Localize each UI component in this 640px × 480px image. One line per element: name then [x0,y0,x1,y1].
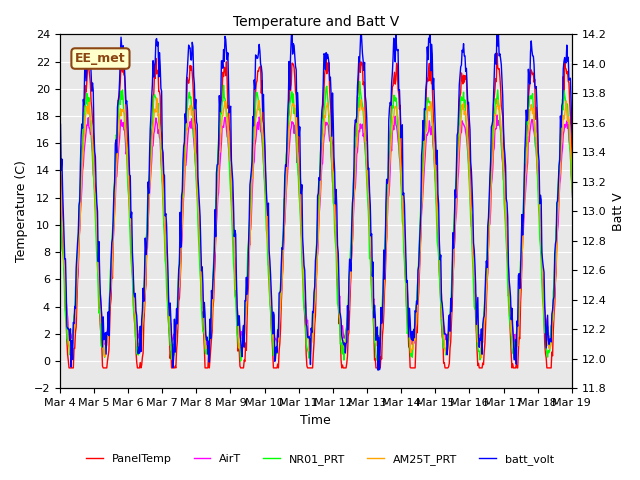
NR01_PRT [237,358,244,364]
AM25T_PRT [221,98,229,104]
AirT [269,315,276,321]
Y-axis label: Batt V: Batt V [612,192,625,231]
AirT [221,114,229,120]
NR01_PRT [421,116,429,122]
NR01_PRT [120,110,128,116]
Line: batt_volt: batt_volt [60,21,606,370]
AirT [120,127,128,133]
batt_volt [220,59,228,64]
Line: AM25T_PRT: AM25T_PRT [60,98,606,359]
PanelTemp [269,348,276,354]
AM25T_PRT [269,332,276,338]
X-axis label: Time: Time [300,414,331,427]
AM25T_PRT [120,108,128,114]
NR01_PRT [269,340,276,346]
NR01_PRT [602,181,610,187]
PanelTemp [221,65,229,71]
AM25T_PRT [272,356,280,362]
batt_volt [374,367,382,373]
AM25T_PRT [153,95,161,101]
batt_volt [268,306,276,312]
PanelTemp [65,365,73,371]
NR01_PRT [390,93,398,98]
AM25T_PRT [56,157,63,163]
AM25T_PRT [248,175,256,180]
AirT [602,183,610,189]
Line: PanelTemp: PanelTemp [60,53,606,368]
AirT [390,127,397,132]
Legend: PanelTemp, AirT, NR01_PRT, AM25T_PRT, batt_volt: PanelTemp, AirT, NR01_PRT, AM25T_PRT, ba… [81,450,559,469]
Title: Temperature and Batt V: Temperature and Batt V [233,15,399,29]
NR01_PRT [220,95,228,100]
PanelTemp [420,131,428,137]
AM25T_PRT [421,139,429,144]
batt_volt [602,126,610,132]
AirT [420,164,428,170]
Text: EE_met: EE_met [75,52,126,65]
NR01_PRT [356,79,364,84]
batt_volt [56,120,63,126]
AirT [205,346,212,351]
NR01_PRT [56,180,63,185]
PanelTemp [493,50,501,56]
batt_volt [493,18,501,24]
batt_volt [390,36,397,41]
AM25T_PRT [390,106,398,111]
batt_volt [120,58,128,64]
Line: AirT: AirT [60,115,606,348]
NR01_PRT [248,157,256,163]
PanelTemp [56,143,63,149]
batt_volt [420,106,428,111]
PanelTemp [390,76,397,82]
AirT [56,179,63,185]
Y-axis label: Temperature (C): Temperature (C) [15,160,28,262]
AirT [248,193,256,199]
Line: NR01_PRT: NR01_PRT [60,82,606,361]
PanelTemp [121,73,129,79]
AM25T_PRT [602,159,610,165]
batt_volt [248,168,255,173]
PanelTemp [602,134,610,140]
PanelTemp [248,162,256,168]
AirT [493,112,501,118]
